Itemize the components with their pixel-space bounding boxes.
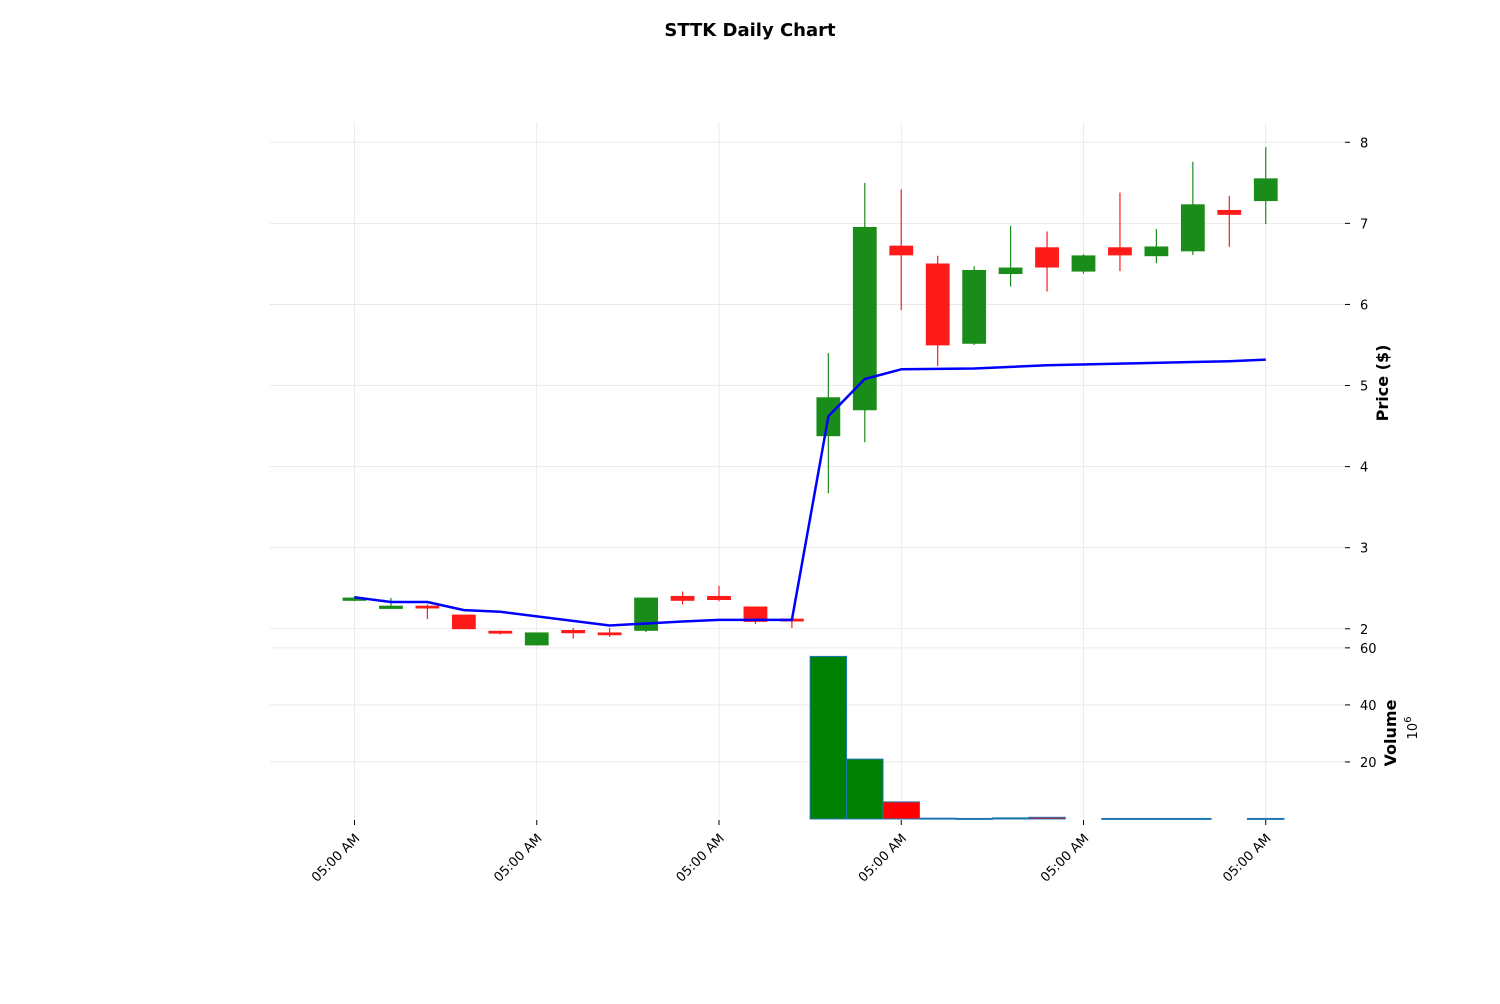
- candle-body: [1180, 204, 1205, 252]
- x-tick-label: 05:00 AM: [309, 831, 363, 885]
- price-tick-label: 3: [1360, 542, 1368, 557]
- candle-body: [415, 605, 440, 609]
- volume-tick-label: 20: [1360, 756, 1377, 771]
- candle-body: [1253, 178, 1278, 202]
- x-tick-label: 05:00 AM: [856, 831, 910, 885]
- price-tick-label: 8: [1360, 136, 1368, 151]
- price-tick-label: 7: [1360, 217, 1368, 232]
- candle-body: [1108, 247, 1132, 256]
- candle-body: [925, 263, 950, 346]
- volume-bar: [1247, 817, 1285, 820]
- volume-axis-multiplier: 106: [1403, 717, 1421, 740]
- chart-title: STTK Daily Chart: [664, 20, 836, 41]
- volume-bars: [809, 655, 1285, 820]
- candle-body: [1071, 255, 1096, 272]
- price-axis-label: Price ($): [1373, 345, 1392, 422]
- volume-tick-label: 60: [1360, 642, 1377, 657]
- candle-body: [998, 267, 1023, 275]
- volume-bar: [846, 758, 884, 820]
- volume-multiplier-exponent: 6: [1403, 717, 1414, 723]
- volume-bar: [991, 817, 1030, 820]
- candlesticks: [342, 147, 1278, 646]
- candle-body: [670, 595, 695, 601]
- volume-bar: [1101, 817, 1212, 820]
- volume-bar: [918, 817, 957, 820]
- candle-body: [889, 245, 914, 256]
- grid-lines: [270, 122, 1345, 819]
- candle-body: [524, 632, 549, 646]
- volume-bar: [955, 817, 993, 820]
- price-tick-label: 5: [1360, 380, 1368, 395]
- candle-body: [561, 630, 586, 634]
- moving-average-line: [354, 358, 1266, 627]
- candle-body: [1144, 246, 1169, 257]
- x-tick-label: 05:00 AM: [491, 831, 545, 885]
- price-tick-label: 6: [1360, 298, 1368, 313]
- volume-tick-label: 40: [1360, 699, 1377, 714]
- volume-multiplier-base: 10: [1406, 723, 1421, 740]
- price-tick-label: 2: [1360, 623, 1368, 638]
- candle-body: [597, 632, 622, 636]
- price-tick-label: 4: [1360, 461, 1368, 476]
- x-tick-label: 05:00 AM: [1038, 831, 1092, 885]
- candle-body: [488, 630, 513, 634]
- candle-body: [962, 269, 987, 344]
- candle-body: [634, 597, 658, 631]
- volume-bar: [1028, 816, 1066, 820]
- volume-axis-label: Volume: [1381, 699, 1400, 766]
- x-tick-label: 05:00 AM: [674, 831, 728, 885]
- volume-bar: [809, 655, 848, 820]
- candle-body: [451, 614, 476, 630]
- candle-body: [852, 227, 877, 411]
- candle-body: [743, 606, 768, 622]
- candle-body: [379, 605, 403, 609]
- x-tick-label: 05:00 AM: [1220, 831, 1274, 885]
- moving-average: [354, 358, 1266, 627]
- volume-bar: [882, 801, 920, 820]
- candle-body: [1035, 247, 1059, 268]
- candle-body: [1217, 209, 1242, 215]
- candle-body: [707, 595, 731, 600]
